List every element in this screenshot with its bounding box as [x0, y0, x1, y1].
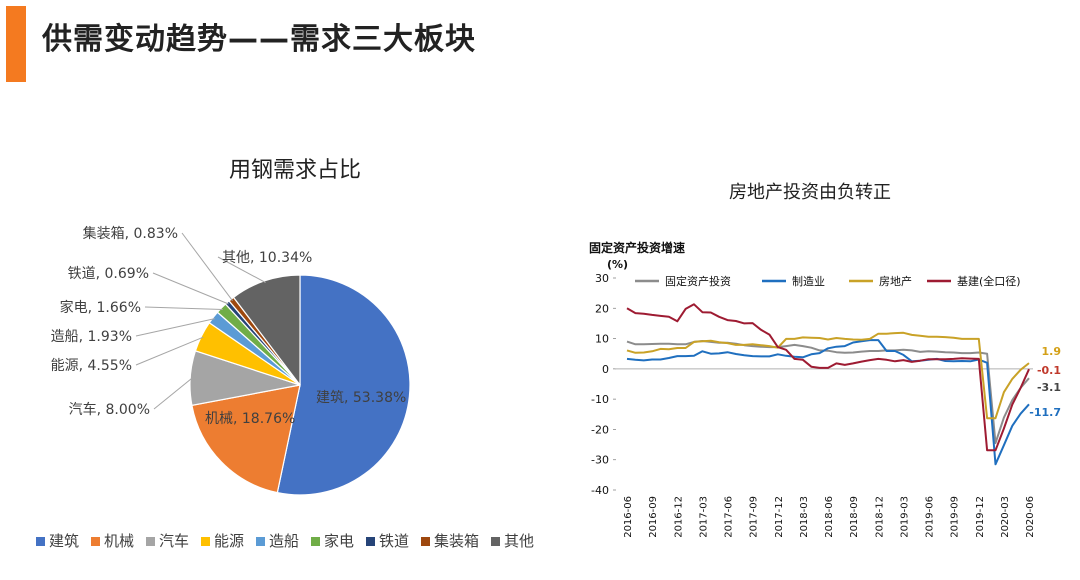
legend-label: 其他: [504, 532, 534, 550]
legend-label: 建筑: [49, 532, 79, 550]
legend-label: 造船: [269, 532, 299, 550]
x-tick-label: 2016-09: [648, 496, 659, 538]
pie-leader-line: [181, 232, 233, 301]
pie-data-label: 机械, 18.76%: [205, 411, 295, 427]
pie-data-label: 集装箱, 0.83%: [83, 225, 178, 242]
end-value-label: 1.9: [1042, 345, 1062, 358]
y-tick-label: -30: [591, 454, 609, 467]
y-tick-label: 10: [595, 333, 609, 346]
pie-slice-2: [191, 384, 301, 494]
pie-data-label: 其他, 10.34%: [222, 250, 312, 266]
series-line-4: [626, 303, 1030, 452]
x-tick-label: 2019-03: [899, 496, 910, 538]
end-value-label: -11.7: [1029, 406, 1061, 419]
line-chart-title: 房地产投资由负转正: [729, 182, 891, 203]
pie-data-label: 建筑, 53.38%: [316, 390, 406, 406]
legend-label: 制造业: [792, 274, 825, 288]
x-tick-label: 2017-12: [774, 496, 785, 538]
end-value-label: -3.1: [1037, 381, 1061, 394]
pie-chart-title: 用钢需求占比: [228, 158, 361, 183]
x-tick-label: 2017-03: [698, 496, 709, 538]
legend-swatch: [311, 537, 320, 546]
chart-inner-title: 固定资产投资增速: [589, 240, 685, 255]
y-axis-unit: (%): [607, 258, 628, 271]
x-tick-label: 2020-06: [1025, 496, 1036, 538]
legend-label: 铁道: [379, 532, 409, 550]
pie-leader-line: [135, 336, 204, 366]
legend-swatch: [491, 537, 500, 546]
pie-data-label: 造船, 1.93%: [51, 329, 132, 345]
x-tick-label: 2017-09: [749, 496, 760, 538]
pie-leader-line: [152, 272, 229, 305]
line-chart: 固定资产投资增速 (%)30 20 10 0 -10 -20 -30 -40 2016-06 201…: [587, 238, 1065, 544]
pie-slice-9: [232, 274, 301, 387]
x-tick-label: 2018-03: [799, 496, 810, 538]
x-tick-label: 2019-06: [925, 496, 936, 538]
pie-leader-line: [153, 377, 193, 410]
legend-swatch: [91, 537, 100, 546]
x-tick-label: 2016-06: [623, 496, 634, 538]
legend-label: 房地产: [879, 274, 912, 288]
legend-label: 基建(全口径): [957, 274, 1021, 288]
pie-data-label: 铁道, 0.69%: [68, 266, 149, 282]
pie-slice-1: [276, 274, 411, 496]
legend-label: 固定资产投资: [665, 274, 731, 288]
x-tick-label: 2018-12: [874, 496, 885, 538]
chart-background: [587, 238, 1065, 544]
pie-data-label: 家电, 1.66%: [60, 299, 141, 316]
legend-label: 家电: [324, 532, 354, 550]
legend-label: 汽车: [159, 532, 189, 550]
legend-swatch: [256, 537, 265, 546]
x-tick-label: 2018-06: [824, 496, 835, 538]
x-tick-label: 2018-09: [849, 496, 860, 538]
x-tick-label: 2016-12: [673, 496, 684, 538]
legend-label: 能源: [214, 532, 244, 550]
legend-swatch: [146, 537, 155, 546]
x-tick-label: 2017-06: [724, 496, 735, 538]
pie-data-label: 汽车, 8.00%: [69, 401, 150, 418]
pie-leader-line: [135, 318, 215, 337]
series-line-3: [626, 331, 1030, 420]
x-tick-label: 2019-12: [975, 496, 986, 538]
legend-swatch: [366, 537, 375, 546]
page-title: 供需变动趋势——需求三大板块: [42, 22, 476, 57]
legend-label: 机械: [104, 532, 134, 550]
y-tick-label: -20: [591, 423, 609, 436]
pie-leader-line: [217, 256, 266, 284]
legend-label: 集装箱: [434, 532, 479, 550]
title-accent-bar: [6, 6, 26, 82]
y-tick-label: -40: [591, 484, 609, 497]
y-tick-label: 30: [595, 272, 609, 285]
legend-swatch: [36, 537, 45, 546]
legend-swatch: [421, 537, 430, 546]
x-tick-label: 2019-09: [950, 496, 961, 538]
x-tick-label: 2020-03: [1000, 496, 1011, 538]
y-tick-label: -10: [591, 393, 609, 406]
y-tick-label: 0: [602, 363, 609, 376]
pie-leader-line: [144, 306, 223, 310]
pie-data-label: 能源, 4.55%: [51, 358, 132, 374]
y-tick-label: 20: [595, 302, 609, 315]
legend-swatch: [201, 537, 210, 546]
series-line-2: [626, 339, 1030, 466]
end-value-label: -0.1: [1037, 364, 1061, 377]
